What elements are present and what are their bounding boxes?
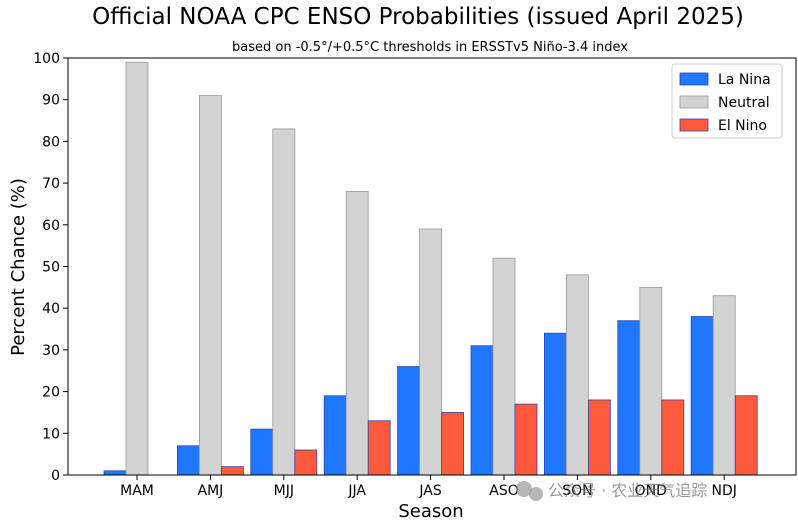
legend-swatch-neutral [679, 95, 709, 109]
chart-title: Official NOAA CPC ENSO Probabilities (is… [92, 4, 744, 30]
watermark: 公众号 · 农业天气追踪 [516, 481, 707, 501]
bar-la-nina-mam [103, 470, 127, 476]
legend-label-la-nina: La Nina [718, 72, 771, 88]
bar-la-nina-jas [397, 366, 421, 476]
x-tick-label: ASO [489, 483, 518, 499]
y-tick-label: 20 [42, 385, 60, 401]
legend-swatch-la-nina [679, 72, 709, 86]
bar-el-nino-mjj [294, 449, 318, 476]
y-tick-label: 30 [42, 343, 60, 359]
y-tick-label: 50 [42, 260, 60, 276]
bar-neutral-son [566, 274, 589, 476]
y-tick-label: 70 [42, 176, 60, 192]
y-tick-label: 100 [33, 51, 60, 67]
bar-el-nino-son [588, 399, 611, 476]
x-tick-label: SON [562, 483, 592, 499]
bar-la-nina-jja [323, 395, 347, 476]
bar-neutral-ndj [712, 295, 736, 476]
bar-el-nino-amj [220, 466, 244, 476]
x-tick-label: MAM [120, 483, 154, 499]
y-tick-label: 0 [51, 468, 60, 484]
bar-neutral-jas [419, 228, 443, 476]
bar-la-nina-ndj [690, 316, 714, 476]
bar-neutral-ond [639, 286, 663, 476]
bar-el-nino-jas [441, 412, 465, 476]
wechat-icon [516, 481, 543, 501]
y-tick-label: 90 [42, 93, 60, 109]
x-tick-label: OND [635, 483, 667, 499]
watermark-text: 公众号 · 农业天气追踪 [548, 481, 707, 500]
chart-subtitle: based on -0.5°/+0.5°C thresholds in ERSS… [232, 40, 628, 55]
x-tick-label: NDJ [712, 483, 737, 499]
bar-el-nino-ond [661, 399, 685, 476]
legend-swatch-el-nino [679, 118, 709, 132]
bar-neutral-amj [198, 95, 222, 476]
x-tick-label: MJJ [274, 483, 294, 499]
bar-neutral-mam [125, 61, 149, 476]
y-axis-label: Percent Chance (%) [8, 178, 29, 356]
y-tick-label: 60 [42, 218, 60, 234]
x-tick-label: AMJ [198, 483, 224, 499]
bar-neutral-mjj [272, 128, 296, 476]
plot-frame [67, 57, 797, 476]
y-tick-label: 80 [42, 134, 60, 150]
legend-label-neutral: Neutral [718, 95, 770, 111]
bar-el-nino-aso [514, 403, 538, 476]
x-tick-label: JJA [347, 483, 366, 499]
x-axis-label: Season [398, 501, 463, 521]
bar-neutral-aso [492, 257, 516, 476]
bar-la-nina-ond [617, 320, 641, 476]
bar-el-nino-jja [367, 420, 391, 476]
bar-la-nina-mjj [250, 428, 274, 476]
bar-la-nina-amj [176, 445, 200, 476]
y-tick-label: 40 [42, 301, 60, 317]
legend-label-el-nino: El Nino [718, 118, 767, 134]
y-tick-label: 10 [42, 426, 60, 442]
x-tick-label: JAS [418, 483, 441, 499]
bar-la-nina-aso [470, 345, 494, 476]
bar-neutral-jja [345, 191, 369, 476]
bar-el-nino-ndj [734, 395, 758, 476]
bar-la-nina-son [544, 332, 567, 476]
legend: La Nina Neutral El Nino [671, 63, 783, 139]
plot-area: 0 10 20 30 40 50 60 70 80 90 100 MAM AMJ MJJ JJA JAS ASO… [33, 51, 797, 499]
